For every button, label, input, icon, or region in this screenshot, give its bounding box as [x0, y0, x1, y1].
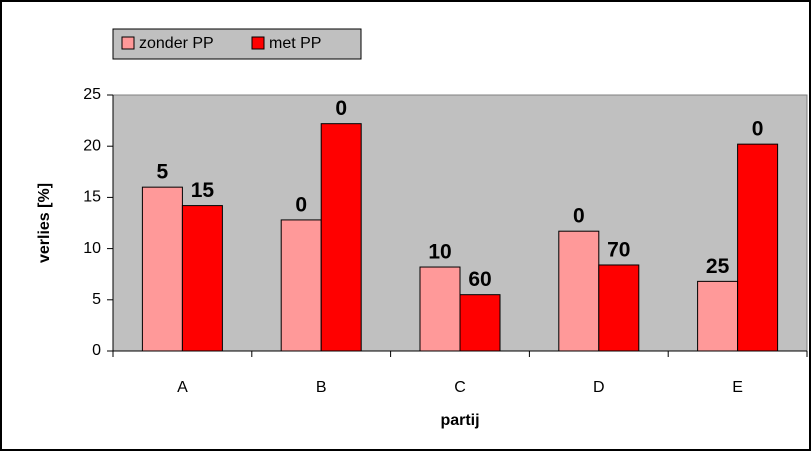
bar	[558, 230, 600, 352]
bar	[598, 264, 640, 352]
bar	[737, 143, 779, 352]
legend-label: met PP	[269, 35, 321, 52]
bar-annotation: 60	[468, 268, 491, 291]
bar	[419, 266, 461, 352]
y-axis-title: verlies [%]	[36, 183, 53, 263]
bar	[320, 123, 362, 352]
y-tick-label: 25	[83, 86, 101, 103]
legend-label: zonder PP	[139, 35, 214, 52]
bar-annotation: 0	[573, 205, 585, 228]
bar	[280, 219, 322, 352]
legend	[112, 28, 362, 60]
bar-annotation: 25	[706, 255, 730, 278]
y-tick-label: 10	[83, 240, 101, 257]
bar-annotation: 0	[752, 118, 764, 141]
x-tick-label: D	[593, 379, 605, 396]
x-tick-label: B	[316, 379, 327, 396]
bar	[141, 186, 183, 352]
bar-annotation: 0	[335, 97, 347, 120]
bar-annotation: 70	[607, 239, 630, 262]
legend-swatch	[121, 36, 135, 50]
bar-annotation: 15	[191, 179, 215, 202]
y-tick-label: 15	[83, 189, 101, 206]
x-axis-title: partij	[440, 412, 479, 429]
y-tick-label: 0	[92, 342, 101, 359]
bar	[181, 205, 223, 352]
y-tick-label: 20	[83, 137, 101, 154]
bar	[459, 294, 501, 352]
legend-swatch	[251, 36, 265, 50]
x-tick-label: A	[177, 379, 188, 396]
bar-annotation: 0	[295, 193, 307, 216]
x-tick-label: E	[732, 379, 743, 396]
x-tick-label: C	[454, 379, 466, 396]
bar-annotation: 10	[428, 241, 451, 264]
bar-annotation: 5	[157, 161, 169, 184]
bar	[697, 280, 739, 352]
y-tick-label: 5	[92, 291, 101, 308]
